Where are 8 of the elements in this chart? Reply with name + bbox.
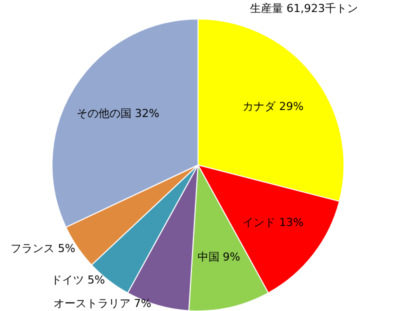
slice-label: 中国 9%	[197, 250, 240, 264]
slice-label: その他の国 32%	[76, 107, 160, 120]
slice-label: フランス 5%	[10, 242, 76, 255]
slice-label: インド 13%	[242, 216, 304, 230]
slice-label: ドイツ 5%	[51, 274, 105, 287]
slice-label: カナダ 29%	[242, 100, 304, 113]
text: 生産量 61,923千トン	[250, 2, 358, 15]
slice-label: オーストラリア 7%	[53, 297, 152, 310]
